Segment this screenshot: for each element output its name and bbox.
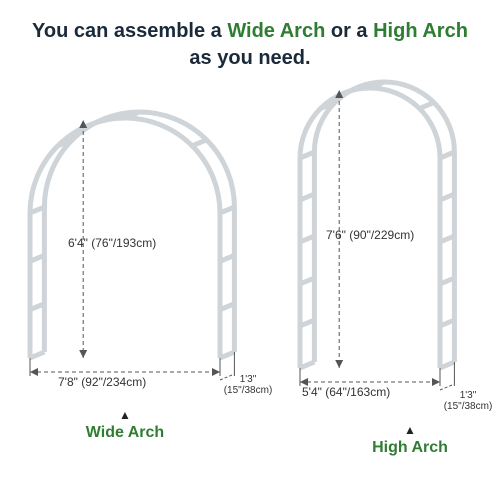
wide-height-label: 6'4" (76"/193cm)	[68, 236, 156, 250]
high-caption-text: High Arch	[372, 439, 448, 456]
heading-mid: or a	[325, 20, 373, 42]
wide-width-label: 7'8" (92"/234cm)	[58, 375, 146, 389]
high-depth-bottom: (15"/38cm)	[444, 401, 493, 412]
diagram-area: 6'4" (76"/193cm) 7'8" (92"/234cm) 1'3" (…	[0, 78, 500, 478]
wide-depth-bottom: (15"/38cm)	[224, 385, 273, 396]
high-depth-label: 1'3" (15"/38cm)	[438, 390, 498, 412]
high-width-label: 5'4" (64"/163cm)	[302, 385, 390, 399]
wide-depth-top: 1'3"	[240, 374, 257, 385]
heading-prefix: You can assemble a	[32, 20, 227, 42]
heading-wide: Wide Arch	[227, 20, 325, 42]
heading: You can assemble a Wide Arch or a High A…	[0, 0, 500, 78]
wide-caption: ▲ Wide Arch	[75, 408, 175, 442]
wide-caption-text: Wide Arch	[86, 424, 164, 441]
high-depth-top: 1'3"	[460, 390, 477, 401]
heading-suffix: as you need.	[189, 47, 310, 69]
heading-high: High Arch	[373, 20, 468, 42]
triangle-icon: ▲	[360, 423, 460, 437]
high-caption: ▲ High Arch	[360, 423, 460, 457]
triangle-icon: ▲	[75, 408, 175, 422]
high-height-label: 7'6" (90"/229cm)	[326, 228, 414, 242]
wide-depth-label: 1'3" (15"/38cm)	[218, 374, 278, 396]
